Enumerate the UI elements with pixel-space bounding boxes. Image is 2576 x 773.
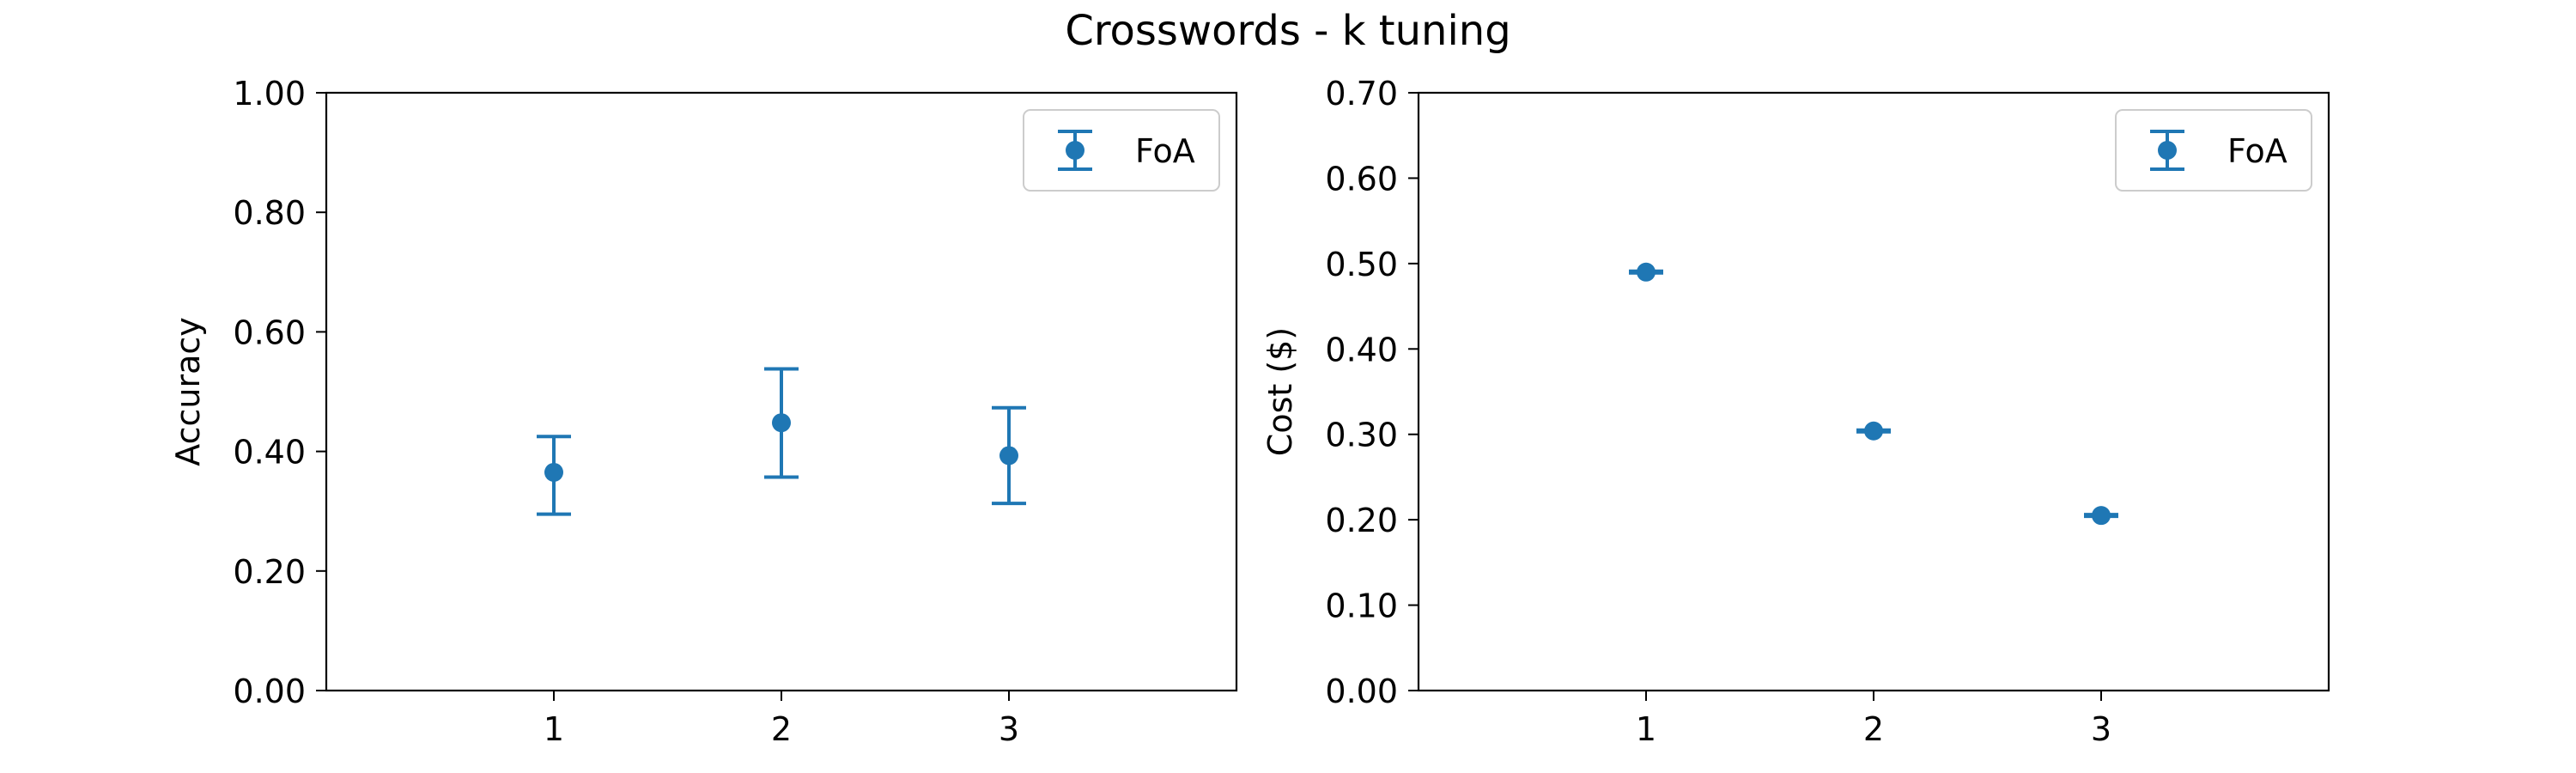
cost-data-point xyxy=(2092,506,2111,526)
accuracy-data-point xyxy=(999,446,1018,466)
cost-panel: 0.00 0.10 0.20 0.30 0.40 0.50 0.60 0.70 1 2 3 Cost … xyxy=(1261,75,2330,748)
accuracy-legend-label: FoA xyxy=(1135,132,1195,170)
cost-y-tick-label: 0.10 xyxy=(1325,587,1398,625)
accuracy-x-tick-label: 1 xyxy=(544,710,564,748)
cost-data-point xyxy=(1637,262,1656,282)
accuracy-x-tick-label: 2 xyxy=(771,710,792,748)
cost-data-point xyxy=(1864,421,1883,441)
accuracy-y-axis-label: Accuracy xyxy=(169,317,207,466)
accuracy-y-tick-label: 0.20 xyxy=(233,553,306,591)
cost-y-tick-label: 0.30 xyxy=(1325,417,1398,454)
cost-legend-marker-point xyxy=(2158,141,2177,160)
cost-y-axis-label: Cost ($) xyxy=(1261,327,1299,456)
accuracy-y-tick-label: 0.60 xyxy=(233,313,306,351)
accuracy-data-point xyxy=(544,462,563,482)
cost-x-tick-label: 2 xyxy=(1863,710,1884,748)
cost-x-tick-label: 3 xyxy=(2091,710,2111,748)
accuracy-y-tick-label: 0.00 xyxy=(233,673,306,710)
accuracy-y-tick-label: 0.40 xyxy=(233,434,306,472)
accuracy-legend-marker-point xyxy=(1066,141,1084,160)
cost-y-tick-label: 0.00 xyxy=(1325,673,1398,710)
cost-y-tick-label: 0.20 xyxy=(1325,502,1398,539)
accuracy-y-tick-label: 0.80 xyxy=(233,194,306,232)
cost-legend-label: FoA xyxy=(2227,132,2287,170)
accuracy-y-tick-label: 1.00 xyxy=(233,75,306,113)
cost-legend: FoA xyxy=(2115,109,2312,192)
accuracy-data-point xyxy=(772,413,791,433)
cost-y-tick-label: 0.50 xyxy=(1325,246,1398,283)
accuracy-x-tick-label: 3 xyxy=(999,710,1019,748)
figure-title: Crosswords - k tuning xyxy=(1065,7,1511,55)
cost-y-tick-label: 0.60 xyxy=(1325,160,1398,198)
accuracy-panel: 0.00 0.20 0.40 0.60 0.80 1.00 1 2 3 Accuracy FoA xyxy=(169,75,1238,748)
cost-y-tick-label: 0.70 xyxy=(1325,75,1398,113)
cost-y-tick-label: 0.40 xyxy=(1325,331,1398,368)
accuracy-legend: FoA xyxy=(1023,109,1220,192)
cost-x-tick-label: 1 xyxy=(1636,710,1656,748)
